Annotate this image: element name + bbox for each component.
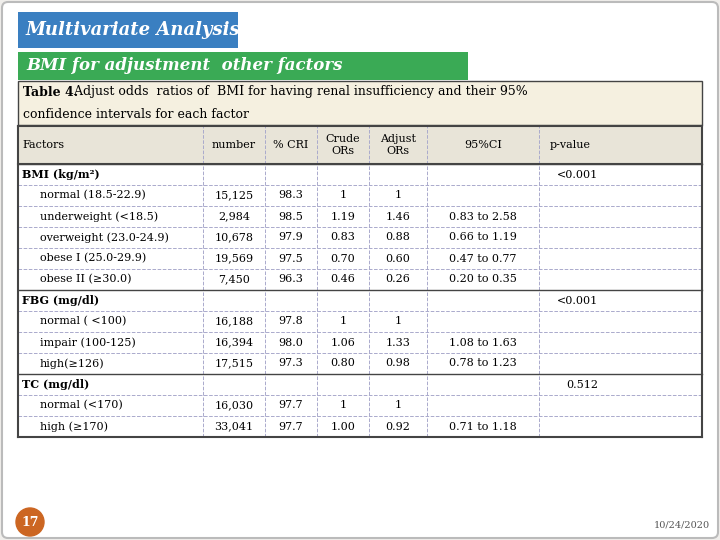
Text: 0.78 to 1.23: 0.78 to 1.23 (449, 359, 517, 368)
Text: Factors: Factors (22, 140, 64, 150)
Text: 97.9: 97.9 (279, 233, 303, 242)
Text: 95%CI: 95%CI (464, 140, 502, 150)
Text: confidence intervals for each factor: confidence intervals for each factor (23, 109, 249, 122)
Text: 0.47 to 0.77: 0.47 to 0.77 (449, 253, 517, 264)
Bar (18, 374, 702, 395)
Text: 7,450: 7,450 (218, 274, 250, 285)
Bar (18, 290, 702, 311)
Text: 0.71 to 1.18: 0.71 to 1.18 (449, 422, 517, 431)
Text: 16,188: 16,188 (215, 316, 253, 327)
Text: 0.92: 0.92 (386, 422, 410, 431)
Text: TC (mg/dl): TC (mg/dl) (22, 379, 89, 390)
Text: BMI (kg/m²): BMI (kg/m²) (22, 169, 99, 180)
Text: 17,515: 17,515 (215, 359, 253, 368)
Text: normal ( <100): normal ( <100) (40, 316, 127, 327)
Text: high (≥170): high (≥170) (40, 421, 108, 432)
Text: 16,394: 16,394 (215, 338, 253, 348)
Text: obese I (25.0-29.9): obese I (25.0-29.9) (40, 253, 146, 264)
Text: 98.3: 98.3 (279, 191, 303, 200)
Bar (18, 416, 702, 437)
Text: 97.8: 97.8 (279, 316, 303, 327)
Text: 1: 1 (339, 316, 346, 327)
Text: underweight (<18.5): underweight (<18.5) (40, 211, 158, 222)
Text: BMI for adjustment  other factors: BMI for adjustment other factors (26, 57, 343, 75)
Text: 97.7: 97.7 (279, 401, 303, 410)
Text: Table 4.: Table 4. (23, 85, 78, 98)
Text: normal (<170): normal (<170) (40, 400, 122, 410)
Text: 97.7: 97.7 (279, 422, 303, 431)
Text: number: number (212, 140, 256, 150)
Text: 10,678: 10,678 (215, 233, 253, 242)
Text: impair (100-125): impair (100-125) (40, 337, 136, 348)
Text: 1: 1 (395, 401, 402, 410)
Bar (18, 206, 702, 227)
Text: 1: 1 (339, 401, 346, 410)
Text: <0.001: <0.001 (557, 295, 598, 306)
Text: 1.06: 1.06 (330, 338, 356, 348)
Text: obese II (≥30.0): obese II (≥30.0) (40, 274, 132, 285)
Bar (18, 227, 702, 248)
Text: 1.46: 1.46 (386, 212, 410, 221)
Text: 0.98: 0.98 (386, 359, 410, 368)
Text: 33,041: 33,041 (215, 422, 253, 431)
Text: 98.0: 98.0 (279, 338, 303, 348)
Text: Adjust
ORs: Adjust ORs (380, 134, 416, 156)
Text: Multivariate Analysis: Multivariate Analysis (26, 21, 240, 39)
Text: 0.83: 0.83 (330, 233, 356, 242)
Text: Adjust odds  ratios of  BMI for having renal insufficiency and their 95%: Adjust odds ratios of BMI for having ren… (70, 85, 528, 98)
Text: 0.512: 0.512 (566, 380, 598, 389)
Text: 1: 1 (395, 191, 402, 200)
Circle shape (16, 508, 44, 536)
Bar (18, 269, 702, 290)
Text: % CRI: % CRI (274, 140, 309, 150)
Text: <0.001: <0.001 (557, 170, 598, 179)
Text: 1: 1 (395, 316, 402, 327)
Bar (18, 311, 702, 332)
Bar (18, 332, 702, 353)
Text: 10/24/2020: 10/24/2020 (654, 521, 710, 530)
Bar (18, 185, 702, 206)
Text: 1.33: 1.33 (386, 338, 410, 348)
Text: 96.3: 96.3 (279, 274, 303, 285)
Text: 0.46: 0.46 (330, 274, 356, 285)
Text: 1.00: 1.00 (330, 422, 356, 431)
Bar (18, 126, 702, 164)
Text: 0.70: 0.70 (330, 253, 356, 264)
Text: 17: 17 (22, 516, 39, 529)
Text: 97.5: 97.5 (279, 253, 303, 264)
Text: 19,569: 19,569 (215, 253, 253, 264)
Bar (18, 395, 702, 416)
Bar (18, 248, 702, 269)
Text: normal (18.5-22.9): normal (18.5-22.9) (40, 190, 145, 201)
Text: 1.19: 1.19 (330, 212, 356, 221)
Text: 2,984: 2,984 (218, 212, 250, 221)
Text: 98.5: 98.5 (279, 212, 303, 221)
Text: p-value: p-value (550, 140, 591, 150)
Text: overweight (23.0-24.9): overweight (23.0-24.9) (40, 232, 169, 243)
FancyBboxPatch shape (18, 52, 468, 80)
Text: 97.3: 97.3 (279, 359, 303, 368)
Bar (18, 81, 702, 125)
Text: FBG (mg/dl): FBG (mg/dl) (22, 295, 99, 306)
Text: 15,125: 15,125 (215, 191, 253, 200)
Bar (18, 164, 702, 185)
Text: 0.88: 0.88 (386, 233, 410, 242)
Text: 1.08 to 1.63: 1.08 to 1.63 (449, 338, 517, 348)
Text: 1: 1 (339, 191, 346, 200)
Text: high(≥126): high(≥126) (40, 358, 104, 369)
FancyBboxPatch shape (18, 12, 238, 48)
Text: 0.83 to 2.58: 0.83 to 2.58 (449, 212, 517, 221)
Text: 0.66 to 1.19: 0.66 to 1.19 (449, 233, 517, 242)
Text: 0.20 to 0.35: 0.20 to 0.35 (449, 274, 517, 285)
Text: Crude
ORs: Crude ORs (325, 134, 360, 156)
Bar (18, 126, 702, 437)
Bar (18, 353, 702, 374)
Text: 0.60: 0.60 (386, 253, 410, 264)
Text: 0.80: 0.80 (330, 359, 356, 368)
Text: 16,030: 16,030 (215, 401, 253, 410)
Text: 0.26: 0.26 (386, 274, 410, 285)
